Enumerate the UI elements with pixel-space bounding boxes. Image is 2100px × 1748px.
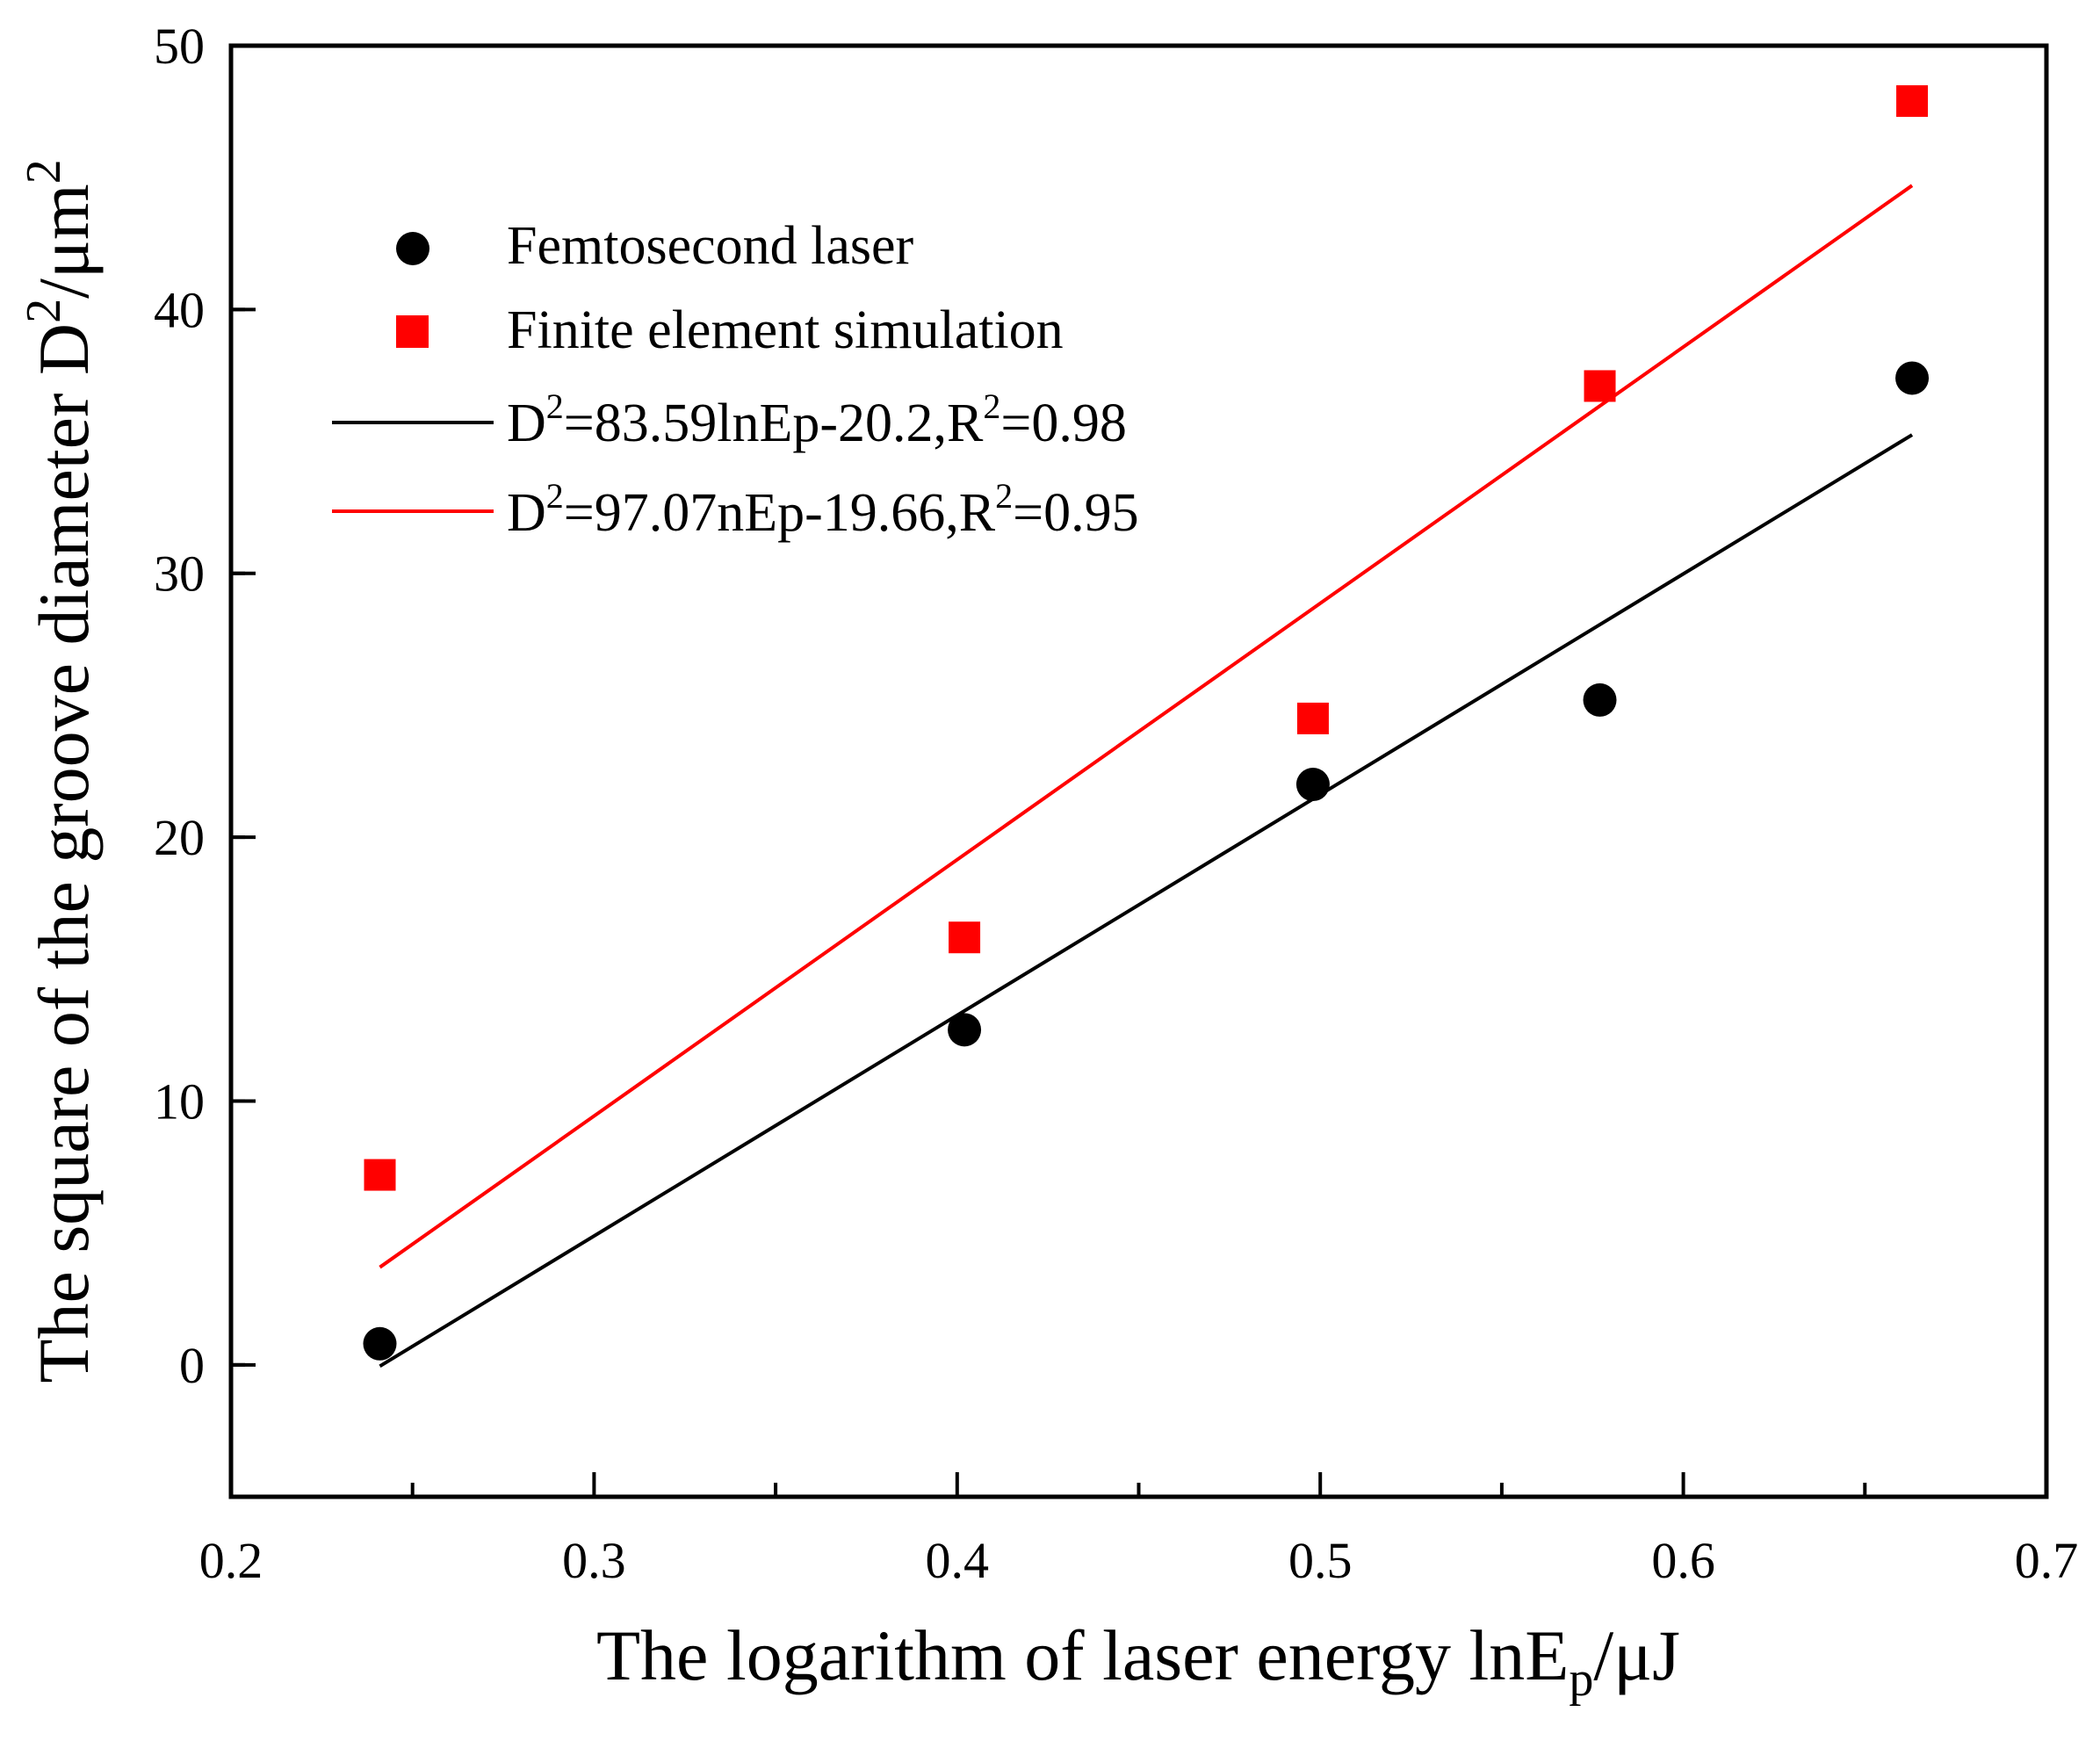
point-finite-element [949, 921, 981, 954]
x-tick-label: 0.5 [1288, 1532, 1353, 1589]
legend-marker-finite-element [396, 315, 429, 348]
x-tick-label: 0.3 [562, 1532, 626, 1589]
legend-label-fit-1: D2=83.59lnEp-20.2,R2=0.98 [507, 386, 1127, 453]
y-tick-label: 0 [179, 1337, 205, 1394]
legend-label-femtosecond: Femtosecond laser [507, 216, 914, 276]
y-tick-label: 50 [154, 18, 205, 75]
y-tick-label: 40 [154, 281, 205, 338]
point-femtosecond [363, 1326, 397, 1361]
legend: Femtosecond laser Finite element simulat… [332, 216, 1139, 543]
point-femtosecond [948, 1013, 982, 1047]
y-axis-label: The square of the groove diameter D2/μm2 [17, 159, 104, 1383]
x-axis-label: The logarithm of laser energy lnEp/μJ [596, 1615, 1680, 1707]
fit-lines [379, 184, 1914, 1369]
axis-ticks: 0.2 0.3 0.4 0.5 0.6 0.7 0 10 20 30 40 50 [154, 18, 2078, 1589]
point-femtosecond [1583, 683, 1617, 717]
point-finite-element [364, 1159, 396, 1191]
x-tick-label: 0.6 [1651, 1532, 1715, 1589]
legend-marker-femtosecond [396, 232, 429, 265]
legend-label-fit-2: D2=97.07nEp-19.66,R2=0.95 [507, 476, 1139, 543]
point-femtosecond [1895, 361, 1930, 395]
data-markers [363, 85, 1930, 1361]
x-tick-label: 0.7 [2015, 1532, 2079, 1589]
x-tick-label: 0.2 [199, 1532, 263, 1589]
y-tick-label: 20 [154, 809, 205, 866]
y-tick-label: 30 [154, 545, 205, 603]
fit-line-1 [379, 433, 1914, 1369]
point-finite-element [1584, 370, 1616, 402]
point-finite-element [1896, 85, 1929, 118]
x-tick-label: 0.4 [926, 1532, 990, 1589]
fit-line-2 [379, 184, 1914, 1269]
point-femtosecond [1295, 768, 1330, 802]
plot-frame [228, 43, 2049, 1499]
point-finite-element [1296, 702, 1329, 734]
legend-label-finite-element: Finite element simulation [507, 300, 1064, 360]
y-tick-label: 10 [154, 1073, 205, 1130]
